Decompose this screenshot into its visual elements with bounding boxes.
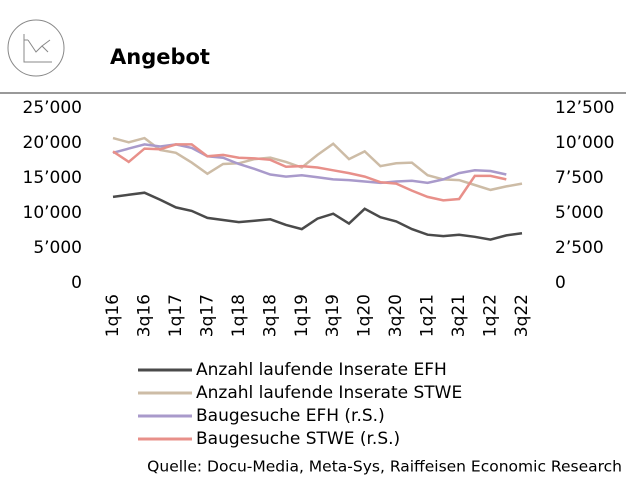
x-tick-label: 3q18 — [260, 294, 280, 337]
y-tick-label: 15’000 — [23, 168, 82, 188]
x-tick-label: 1q21 — [418, 294, 438, 337]
x-tick-label: 1q19 — [292, 294, 312, 337]
y2-tick-label: 0 — [555, 273, 566, 293]
x-tick-label: 3q19 — [323, 294, 343, 337]
x-tick-label: 3q16 — [134, 294, 154, 337]
x-tick-label: 3q17 — [197, 294, 217, 337]
y-tick-label: 0 — [71, 273, 82, 293]
x-tick-label: 3q21 — [449, 294, 469, 337]
y2-tick-label: 5’000 — [555, 203, 604, 223]
x-tick-label: 1q17 — [166, 294, 186, 337]
chart-title: Angebot — [110, 45, 210, 69]
y-tick-label: 20’000 — [23, 133, 82, 153]
x-tick-label: 3q22 — [512, 294, 532, 337]
header-icon — [7, 19, 65, 77]
series-line — [112, 143, 507, 202]
x-tick-label: 1q22 — [481, 294, 501, 337]
x-tick-label: 1q20 — [355, 294, 375, 337]
x-tick-label: 1q16 — [103, 294, 123, 337]
x-tick-label: 3q20 — [386, 294, 406, 337]
series-line — [112, 143, 507, 185]
y-tick-label: 25’000 — [23, 98, 82, 118]
y2-tick-label: 10’000 — [555, 133, 614, 153]
x-tick-label: 1q18 — [229, 294, 249, 337]
y-tick-label: 5’000 — [33, 238, 82, 258]
source: Quelle: Docu-Media, Meta-Sys, Raiffeisen… — [147, 458, 622, 476]
series-line — [112, 191, 523, 241]
legend-label: Baugesuche EFH (r.S.) — [196, 406, 385, 426]
legend-label: Baugesuche STWE (r.S.) — [196, 429, 400, 449]
series-line — [112, 136, 523, 192]
y-tick-label: 10’000 — [23, 203, 82, 223]
y2-tick-label: 2’500 — [555, 238, 604, 258]
legend-label: Anzahl laufende Inserate STWE — [196, 383, 462, 403]
y2-tick-label: 7’500 — [555, 168, 604, 188]
legend-label: Anzahl laufende Inserate EFH — [196, 360, 447, 380]
y2-tick-label: 12’500 — [555, 98, 614, 118]
